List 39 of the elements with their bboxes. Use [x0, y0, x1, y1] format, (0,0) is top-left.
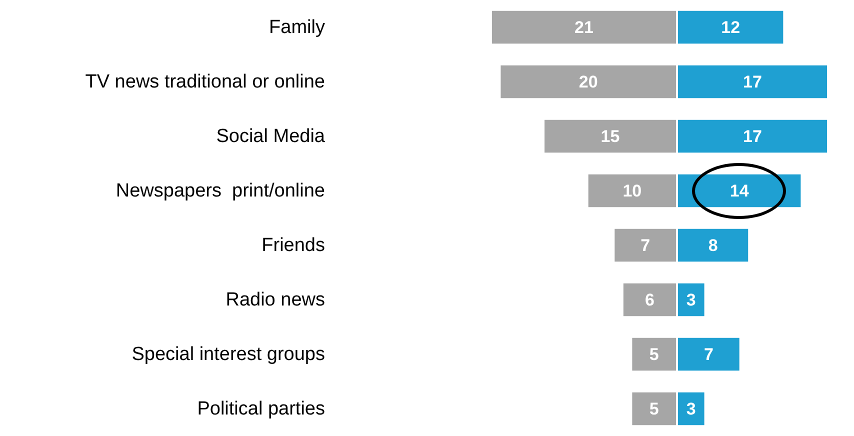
- data-label: 20: [578, 72, 598, 92]
- data-label: 10: [622, 181, 642, 200]
- bar: [678, 228, 748, 262]
- y-tick-label: Family: [269, 16, 326, 38]
- y-tick-label: Newspapers print/online: [116, 180, 325, 202]
- bar: [500, 65, 676, 98]
- bar: [544, 120, 676, 153]
- data-label: 12: [721, 18, 740, 37]
- bar: [678, 120, 827, 153]
- y-tick-label: TV news traditional or online: [85, 71, 325, 92]
- y-tick-label: Political parties: [197, 398, 325, 420]
- bar: [632, 392, 676, 426]
- data-label: 8: [708, 236, 718, 255]
- bar: [588, 174, 676, 208]
- bar: [678, 10, 784, 44]
- data-label: 7: [704, 344, 714, 364]
- bar: [678, 283, 704, 316]
- y-tick-label: Friends: [262, 234, 325, 256]
- data-label: 17: [743, 126, 762, 146]
- data-label: 6: [644, 290, 654, 310]
- data-label: 5: [649, 344, 659, 364]
- data-label: 7: [640, 236, 650, 255]
- bar: [678, 392, 704, 426]
- data-label: 3: [686, 399, 696, 418]
- y-tick-label: Special interest groups: [132, 344, 325, 365]
- data-label: 14: [730, 181, 750, 200]
- bar: [678, 65, 827, 98]
- y-tick-label: Radio news: [226, 289, 325, 310]
- bar: [492, 10, 676, 44]
- data-label: 3: [686, 290, 696, 310]
- bar: [632, 338, 676, 371]
- data-label: 15: [600, 126, 620, 146]
- y-tick-label: Social Media: [216, 126, 326, 147]
- bar: [678, 338, 740, 371]
- data-label: 5: [649, 399, 659, 418]
- data-label: 17: [743, 72, 762, 92]
- bar: [623, 283, 676, 316]
- bar: [614, 228, 676, 262]
- data-label: 21: [574, 18, 594, 37]
